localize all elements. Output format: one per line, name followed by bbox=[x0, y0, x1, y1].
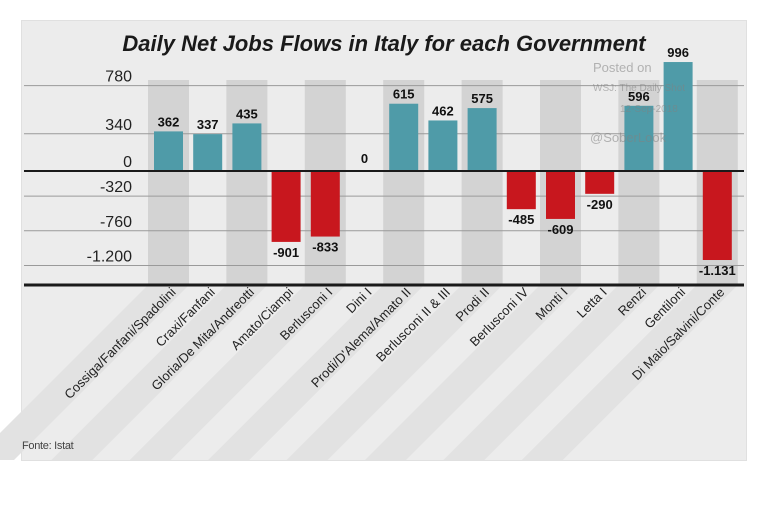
bar-value-label: 362 bbox=[158, 114, 180, 129]
label-stripe bbox=[129, 285, 346, 460]
bar bbox=[428, 120, 458, 171]
y-tick-label: -320 bbox=[100, 179, 132, 196]
bar-value-label: 0 bbox=[361, 151, 368, 166]
bar-value-label: -901 bbox=[273, 245, 299, 260]
bar bbox=[389, 103, 419, 171]
bar bbox=[702, 171, 732, 261]
bar-value-label: 615 bbox=[393, 87, 415, 102]
bar bbox=[546, 171, 575, 219]
y-tick-label: 0 bbox=[123, 154, 132, 171]
bar bbox=[467, 108, 497, 171]
bar bbox=[232, 123, 262, 171]
bar bbox=[310, 171, 340, 237]
label-stripe bbox=[51, 285, 268, 460]
bar bbox=[663, 62, 693, 172]
y-tick-label: 780 bbox=[105, 69, 132, 86]
y-tick-label: -1.200 bbox=[87, 248, 132, 265]
label-stripe bbox=[0, 285, 189, 460]
bar-value-label: 462 bbox=[432, 103, 454, 118]
bar-value-label: 435 bbox=[236, 106, 258, 121]
watermark-posted-on: Posted on bbox=[593, 60, 652, 75]
label-stripe bbox=[286, 285, 503, 460]
watermark-handle: @SoberLook bbox=[590, 130, 667, 145]
column-stripe bbox=[226, 80, 268, 285]
bar-value-label: -833 bbox=[312, 240, 338, 255]
bar-value-label: -290 bbox=[587, 197, 613, 212]
bar-value-label: -1.131 bbox=[699, 263, 736, 278]
bar bbox=[506, 171, 536, 210]
source-note: Fonte: Istat bbox=[22, 440, 74, 452]
label-stripe bbox=[365, 285, 581, 460]
bar-value-label: 996 bbox=[667, 45, 689, 60]
bar bbox=[154, 131, 183, 171]
column-stripe bbox=[148, 80, 189, 285]
bar bbox=[193, 134, 223, 171]
bar-value-label: -609 bbox=[547, 222, 573, 237]
bar-value-label: 337 bbox=[197, 117, 219, 132]
y-tick-label: 340 bbox=[105, 117, 132, 134]
bar bbox=[271, 171, 301, 242]
label-stripe bbox=[443, 285, 660, 460]
bar-value-label: -485 bbox=[508, 212, 534, 227]
bar bbox=[624, 105, 654, 171]
chart-title: Daily Net Jobs Flows in Italy for each G… bbox=[122, 31, 646, 56]
y-tick-label: -760 bbox=[100, 214, 132, 231]
bar-value-label: 596 bbox=[628, 89, 650, 104]
label-stripe bbox=[208, 285, 425, 460]
bar bbox=[585, 171, 615, 194]
watermark-publication: WSJ: The Daily Shot bbox=[593, 83, 686, 94]
watermark-date: 12-Sep-2018 bbox=[620, 104, 678, 115]
bar-value-label: 575 bbox=[471, 91, 493, 106]
label-stripe bbox=[521, 285, 738, 460]
